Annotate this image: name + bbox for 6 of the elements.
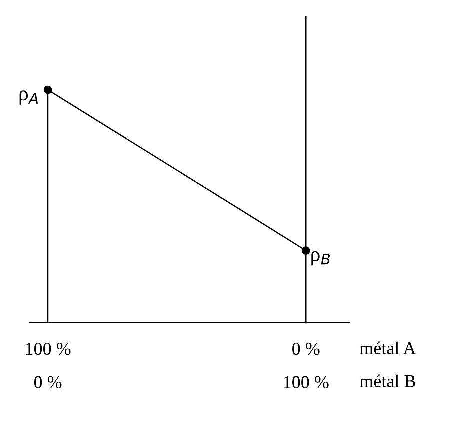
annotation: ρ$_{B}$ bbox=[312, 251, 330, 266]
x2-tick-label: 100 % bbox=[284, 376, 329, 389]
x-axis-title: métal A bbox=[360, 342, 416, 355]
x2-tick-label: 0 % bbox=[34, 376, 62, 389]
x2-axis-title: métal B bbox=[360, 374, 416, 388]
annotation: ρ$_{A}$ bbox=[20, 90, 38, 105]
